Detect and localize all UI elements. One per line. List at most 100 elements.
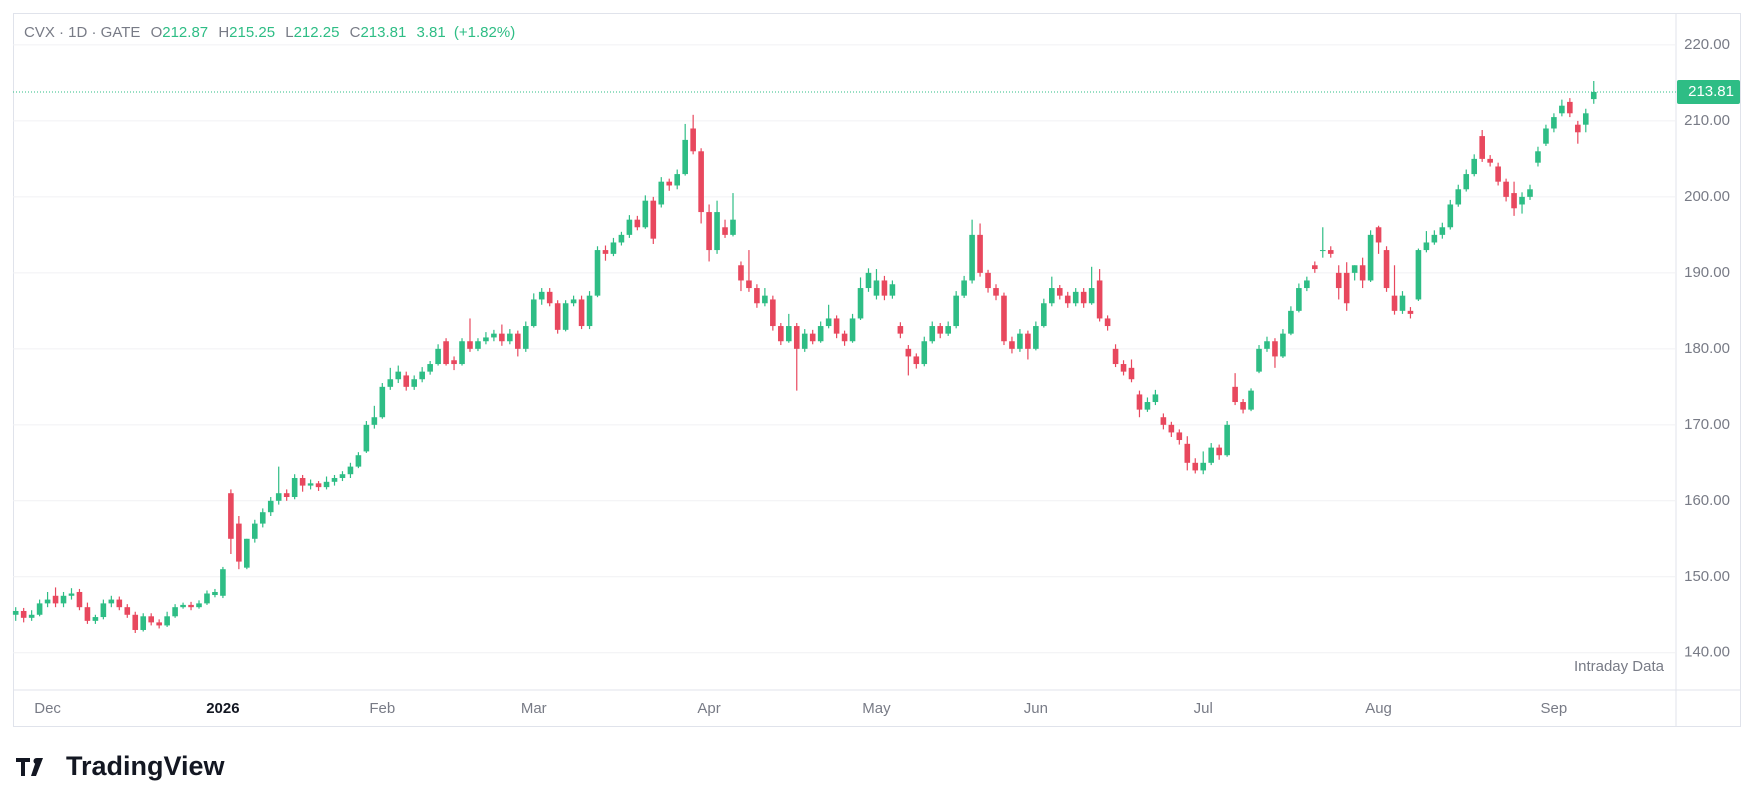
candle-body: [1367, 234, 1374, 281]
y-tick-label: 140.00: [1684, 644, 1730, 661]
candle-body: [610, 242, 617, 254]
last-price-badge: [1677, 79, 1740, 104]
candle-body: [36, 603, 43, 615]
candles: [12, 81, 1597, 634]
x-tick-label: 2026: [206, 700, 239, 717]
candle-body: [307, 483, 314, 486]
candle-body: [809, 333, 816, 342]
candle-body: [1208, 447, 1214, 463]
candle-body: [1327, 250, 1334, 254]
candle-body: [1136, 394, 1143, 410]
candle-body: [905, 348, 912, 357]
candle-body: [1296, 288, 1302, 311]
candle-body: [817, 326, 824, 342]
candle-body: [323, 481, 330, 488]
candle-body: [387, 379, 394, 387]
candle-body: [1439, 227, 1446, 235]
y-tick-label: 180.00: [1684, 340, 1730, 357]
candle-body: [76, 591, 83, 608]
y-tick-label: 220.00: [1684, 36, 1730, 53]
candle-body: [1272, 341, 1278, 357]
candle-body: [1575, 124, 1581, 133]
candle-body: [92, 617, 99, 621]
candle-body: [148, 616, 154, 623]
brand: TradingView: [66, 751, 226, 781]
x-tick-label: Dec: [34, 700, 61, 717]
candle-body: [674, 174, 681, 186]
candle-body: [1351, 265, 1358, 273]
candle-body: [1319, 250, 1326, 252]
o-value: 212.87: [162, 24, 208, 41]
candle-body: [913, 356, 920, 365]
candle-body: [1343, 272, 1350, 304]
candle-body: [634, 219, 641, 228]
candle-body: [355, 455, 362, 467]
candle-body: [977, 234, 983, 273]
candle-body: [188, 604, 194, 608]
candle-body: [778, 326, 784, 342]
candle-body: [953, 295, 959, 327]
candle-body: [1009, 341, 1015, 349]
candle-body: [252, 523, 258, 539]
candle-body: [833, 318, 840, 334]
candle-body: [738, 265, 744, 281]
candle-body: [395, 371, 402, 380]
candle-body: [1064, 295, 1071, 304]
candle-body: [1072, 291, 1079, 304]
candle-body: [594, 250, 601, 296]
change: 3.81: [417, 24, 446, 41]
candle-body: [507, 333, 513, 342]
candle-body: [475, 341, 481, 349]
note: Intraday Data: [1574, 658, 1665, 675]
candle-body: [1049, 288, 1055, 304]
candle-body: [961, 280, 967, 296]
candle-body: [714, 212, 720, 251]
candle-body: [849, 318, 856, 342]
candle-body: [1104, 318, 1111, 327]
candle-body: [626, 219, 633, 235]
candle-body: [172, 607, 178, 617]
candle-body: [793, 326, 800, 349]
candle-body: [841, 333, 848, 342]
candle-body: [889, 284, 896, 296]
candle-body: [1184, 443, 1191, 463]
candle-body: [180, 604, 186, 608]
candle-body: [164, 616, 170, 626]
candle-body: [100, 603, 107, 618]
candle-body: [538, 291, 545, 300]
candle-body: [60, 595, 67, 604]
candle-body: [1200, 462, 1207, 471]
x-tick-label: Jul: [1194, 700, 1213, 717]
candle-body: [1144, 402, 1151, 410]
candle-body: [690, 128, 696, 152]
candle-body: [1120, 364, 1127, 372]
candle-body: [801, 333, 808, 349]
candle-body: [259, 512, 266, 524]
candle-body: [985, 272, 991, 289]
candle-body: [204, 593, 210, 604]
x-tick-label: May: [862, 700, 891, 717]
candle-body: [1256, 348, 1262, 372]
candle-body: [1025, 333, 1031, 349]
candle-body: [666, 181, 673, 186]
candle-body: [483, 337, 489, 342]
candle-body: [1447, 204, 1454, 228]
candle-body: [68, 593, 75, 596]
candle-body: [1112, 348, 1119, 365]
candle-body: [467, 341, 473, 349]
candle-body: [1423, 242, 1430, 251]
candle-body: [1160, 417, 1167, 425]
candle-body: [1503, 181, 1509, 197]
x-tick-label: Aug: [1365, 700, 1392, 717]
candle-body: [140, 616, 147, 630]
candle-body: [522, 326, 529, 349]
candle-body: [1168, 424, 1175, 433]
candle-body: [1431, 234, 1438, 243]
y-tick-label: 160.00: [1684, 492, 1730, 509]
h-label: H: [218, 24, 229, 41]
c-value: 213.81: [360, 24, 406, 41]
candle-body: [937, 326, 944, 334]
candle-body: [52, 595, 59, 604]
candle-body: [785, 326, 792, 342]
l-label: L: [285, 24, 293, 41]
